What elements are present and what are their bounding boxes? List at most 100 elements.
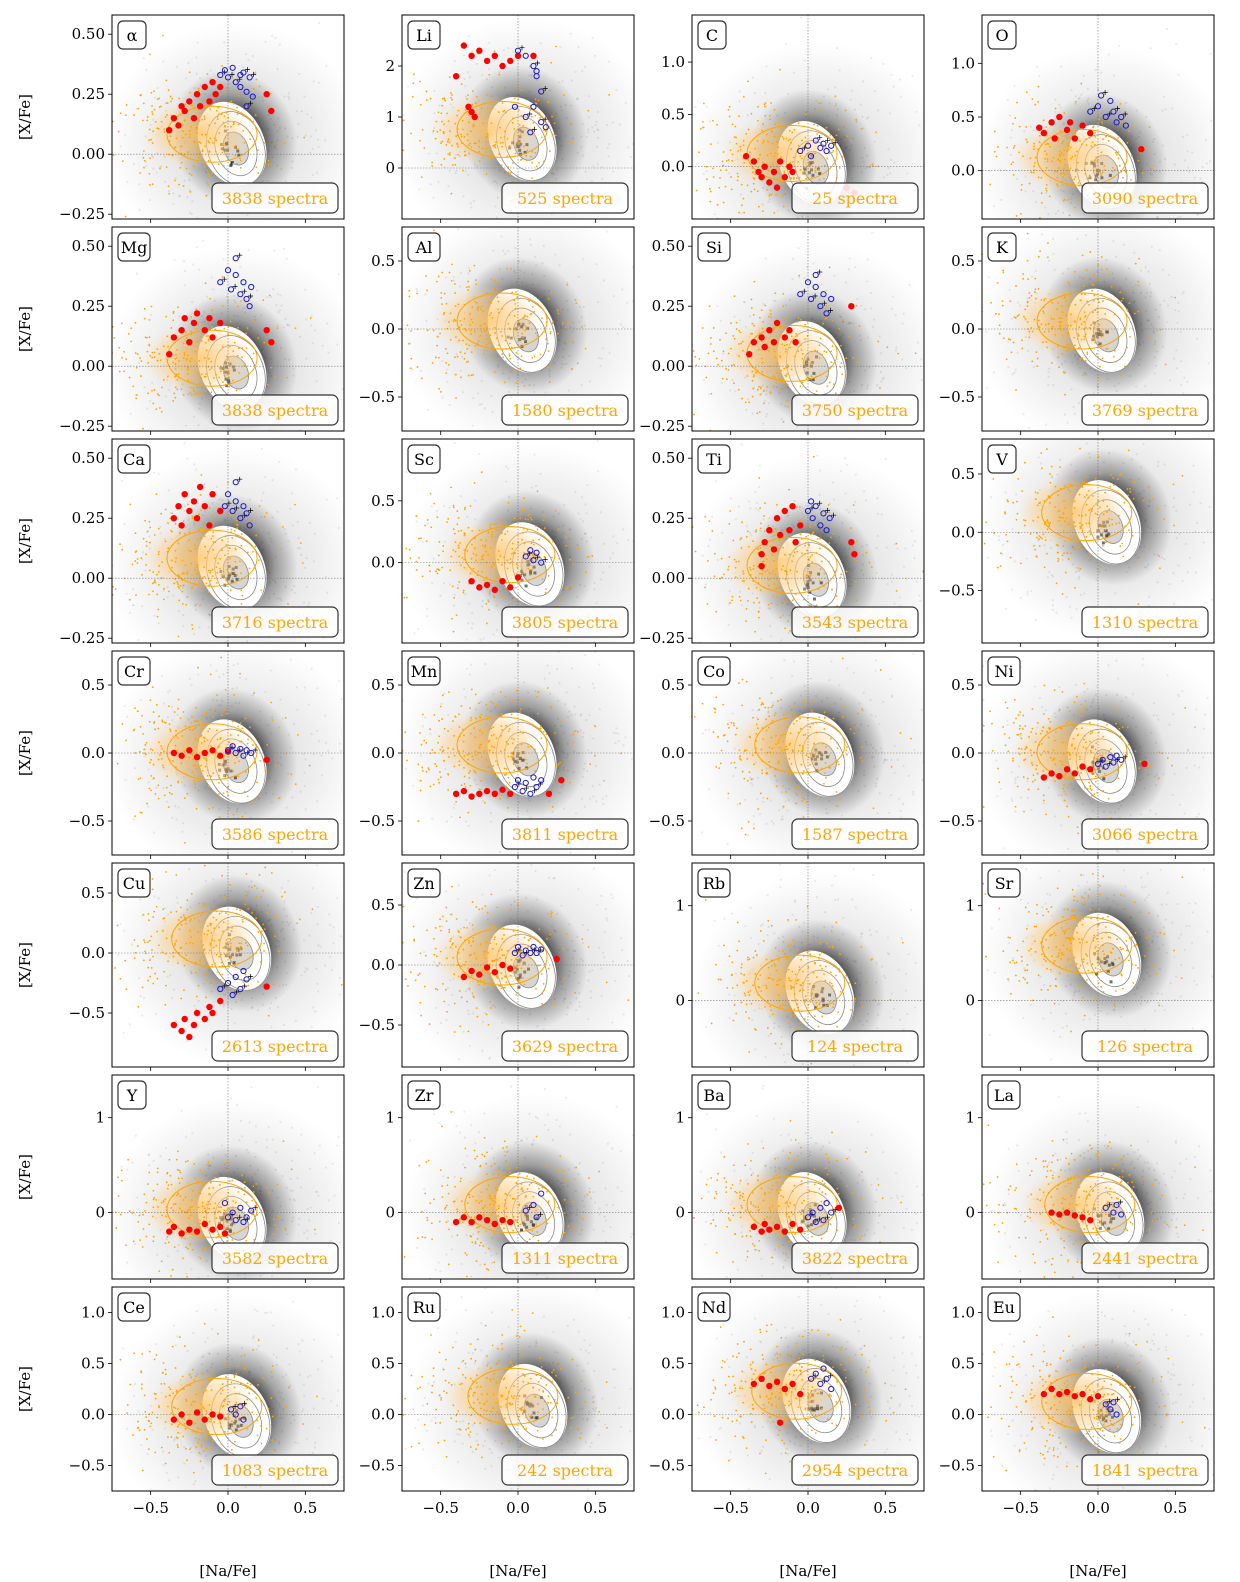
orange-dot	[182, 520, 185, 522]
background-dot	[574, 70, 577, 74]
orange-dot	[788, 177, 791, 179]
background-dot	[290, 492, 293, 495]
orange-dot	[169, 143, 172, 146]
background-dot	[469, 202, 472, 205]
orange-dot	[1061, 353, 1064, 355]
orange-dot	[438, 387, 441, 390]
orange-dot	[508, 353, 511, 356]
orange-dot	[781, 379, 784, 382]
orange-dot	[257, 172, 260, 174]
orange-dot	[1083, 338, 1086, 340]
orange-dot	[153, 579, 156, 582]
orange-dot	[439, 332, 441, 335]
orange-dot	[231, 379, 234, 382]
orange-dot	[747, 232, 749, 234]
orange-dot	[1024, 308, 1026, 311]
background-dot	[467, 34, 470, 38]
orange-dot	[218, 132, 221, 134]
orange-dot	[698, 358, 701, 360]
orange-dot	[153, 108, 156, 111]
red-point	[170, 115, 178, 122]
orange-dot	[208, 357, 210, 360]
orange-dot	[1084, 293, 1086, 296]
red-point	[193, 91, 201, 98]
orange-dot	[443, 123, 445, 126]
background-dot	[288, 97, 291, 100]
background-dot	[1009, 153, 1013, 156]
orange-dot	[418, 80, 421, 83]
background-dot	[537, 219, 539, 221]
blue-point	[1094, 103, 1102, 110]
orange-dot	[294, 503, 296, 506]
red-point	[201, 83, 208, 91]
orange-dot	[1020, 212, 1022, 215]
orange-dot	[223, 374, 226, 377]
orange-dot	[1044, 150, 1047, 153]
background-dot	[470, 206, 473, 209]
orange-dot	[230, 572, 233, 575]
orange-dot	[886, 346, 889, 349]
orange-dot	[1063, 293, 1066, 296]
orange-dot	[150, 138, 152, 141]
orange-dot	[98, 71, 100, 73]
orange-dot	[214, 328, 217, 331]
orange-dot	[522, 145, 525, 148]
orange-dot	[1079, 358, 1081, 361]
orange-dot	[173, 582, 176, 585]
background-dot	[765, 415, 768, 418]
background-dot	[466, 70, 469, 74]
orange-dot	[802, 172, 804, 174]
orange-dot	[445, 372, 448, 374]
background-dot	[291, 524, 294, 527]
orange-dot	[485, 140, 487, 143]
orange-dot	[509, 171, 512, 174]
background-dot	[244, 53, 248, 56]
background-dot	[812, 262, 815, 265]
background-dot	[645, 82, 647, 84]
orange-dot	[1018, 125, 1021, 128]
blue-point	[1113, 119, 1120, 126]
orange-dot	[452, 320, 455, 323]
orange-dot	[204, 390, 207, 393]
background-dot	[191, 231, 193, 233]
orange-dot	[127, 332, 130, 335]
background-dot	[388, 431, 390, 433]
orange-dot	[190, 357, 193, 360]
orange-dot	[208, 584, 211, 587]
background-dot	[890, 73, 893, 76]
orange-dot	[1063, 297, 1066, 300]
background-dot	[1149, 392, 1152, 395]
plus-marker	[519, 45, 525, 51]
orange-dot	[190, 330, 193, 333]
background-dot	[462, 195, 465, 198]
orange-dot	[531, 150, 534, 153]
background-dot	[501, 249, 505, 252]
orange-dot	[1068, 214, 1071, 217]
orange-dot	[191, 627, 194, 630]
orange-dot	[774, 292, 777, 295]
background-dot	[740, 193, 743, 196]
background-dot	[145, 68, 148, 71]
orange-dot	[1006, 146, 1008, 149]
orange-dot	[397, 317, 399, 319]
background-dot	[399, 411, 401, 413]
background-dot	[1024, 190, 1027, 193]
orange-dot	[792, 178, 795, 180]
orange-dot	[235, 90, 237, 93]
orange-dot	[149, 541, 151, 544]
background-dot	[1112, 240, 1115, 243]
orange-dot	[1070, 291, 1073, 293]
orange-dot	[160, 411, 163, 413]
orange-dot	[436, 130, 439, 133]
orange-dot	[722, 350, 725, 353]
orange-dot	[1060, 305, 1063, 308]
orange-dot	[548, 381, 551, 383]
background-dot	[197, 268, 201, 271]
orange-dot	[754, 147, 757, 150]
orange-dot	[879, 386, 881, 389]
orange-dot	[139, 357, 141, 360]
background-dot	[332, 432, 334, 434]
orange-dot	[194, 583, 197, 586]
orange-dot	[1058, 150, 1061, 153]
background-dot	[567, 389, 571, 392]
